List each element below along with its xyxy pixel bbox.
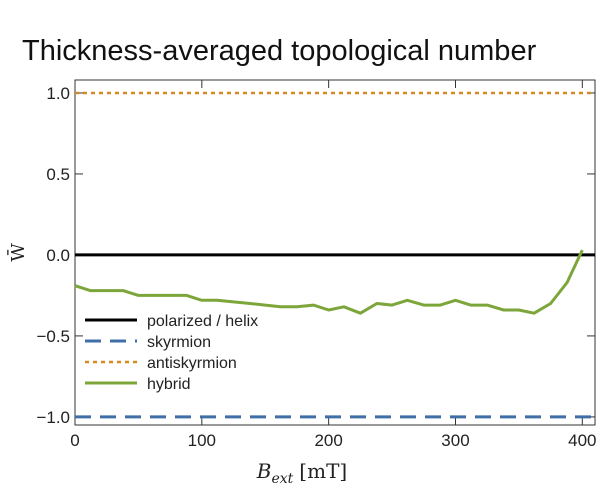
legend-label-antiskyrmion: antiskyrmion xyxy=(147,355,237,372)
y-tick-label: 0.0 xyxy=(46,246,70,265)
x-axis-label-main: B xyxy=(256,459,272,483)
x-tick-label: 300 xyxy=(441,431,469,450)
chart-title: Thickness-averaged topological number xyxy=(22,35,537,67)
legend: polarized / helix skyrmion antiskyrmion hyb… xyxy=(85,313,258,393)
x-axis-label: Bext [mT] xyxy=(256,459,347,487)
legend-label-polarized-helix: polarized / helix xyxy=(147,313,258,330)
y-tick-label: 0.5 xyxy=(46,165,70,184)
x-ticks: 0 100 200 300 400 xyxy=(70,80,597,450)
y-axis-label: W̄ xyxy=(6,243,29,262)
plot-frame xyxy=(74,79,596,426)
x-axis-label-unit: [mT] xyxy=(299,459,347,483)
legend-label-skyrmion: skyrmion xyxy=(147,334,211,351)
legend-label-hybrid: hybrid xyxy=(147,376,191,393)
y-tick-label: −1.0 xyxy=(36,408,70,427)
y-tick-label: 1.0 xyxy=(46,84,70,103)
x-tick-label: 400 xyxy=(568,431,596,450)
y-ticks: −1.0 −0.5 0.0 0.5 1.0 xyxy=(36,84,595,427)
series-line-hybrid xyxy=(74,249,584,315)
x-tick-label: 100 xyxy=(188,431,216,450)
x-axis-label-sub: ext xyxy=(271,471,293,487)
y-tick-label: −0.5 xyxy=(36,327,70,346)
series-group xyxy=(74,91,595,419)
x-tick-label: 200 xyxy=(314,431,342,450)
x-tick-label: 0 xyxy=(70,431,79,450)
